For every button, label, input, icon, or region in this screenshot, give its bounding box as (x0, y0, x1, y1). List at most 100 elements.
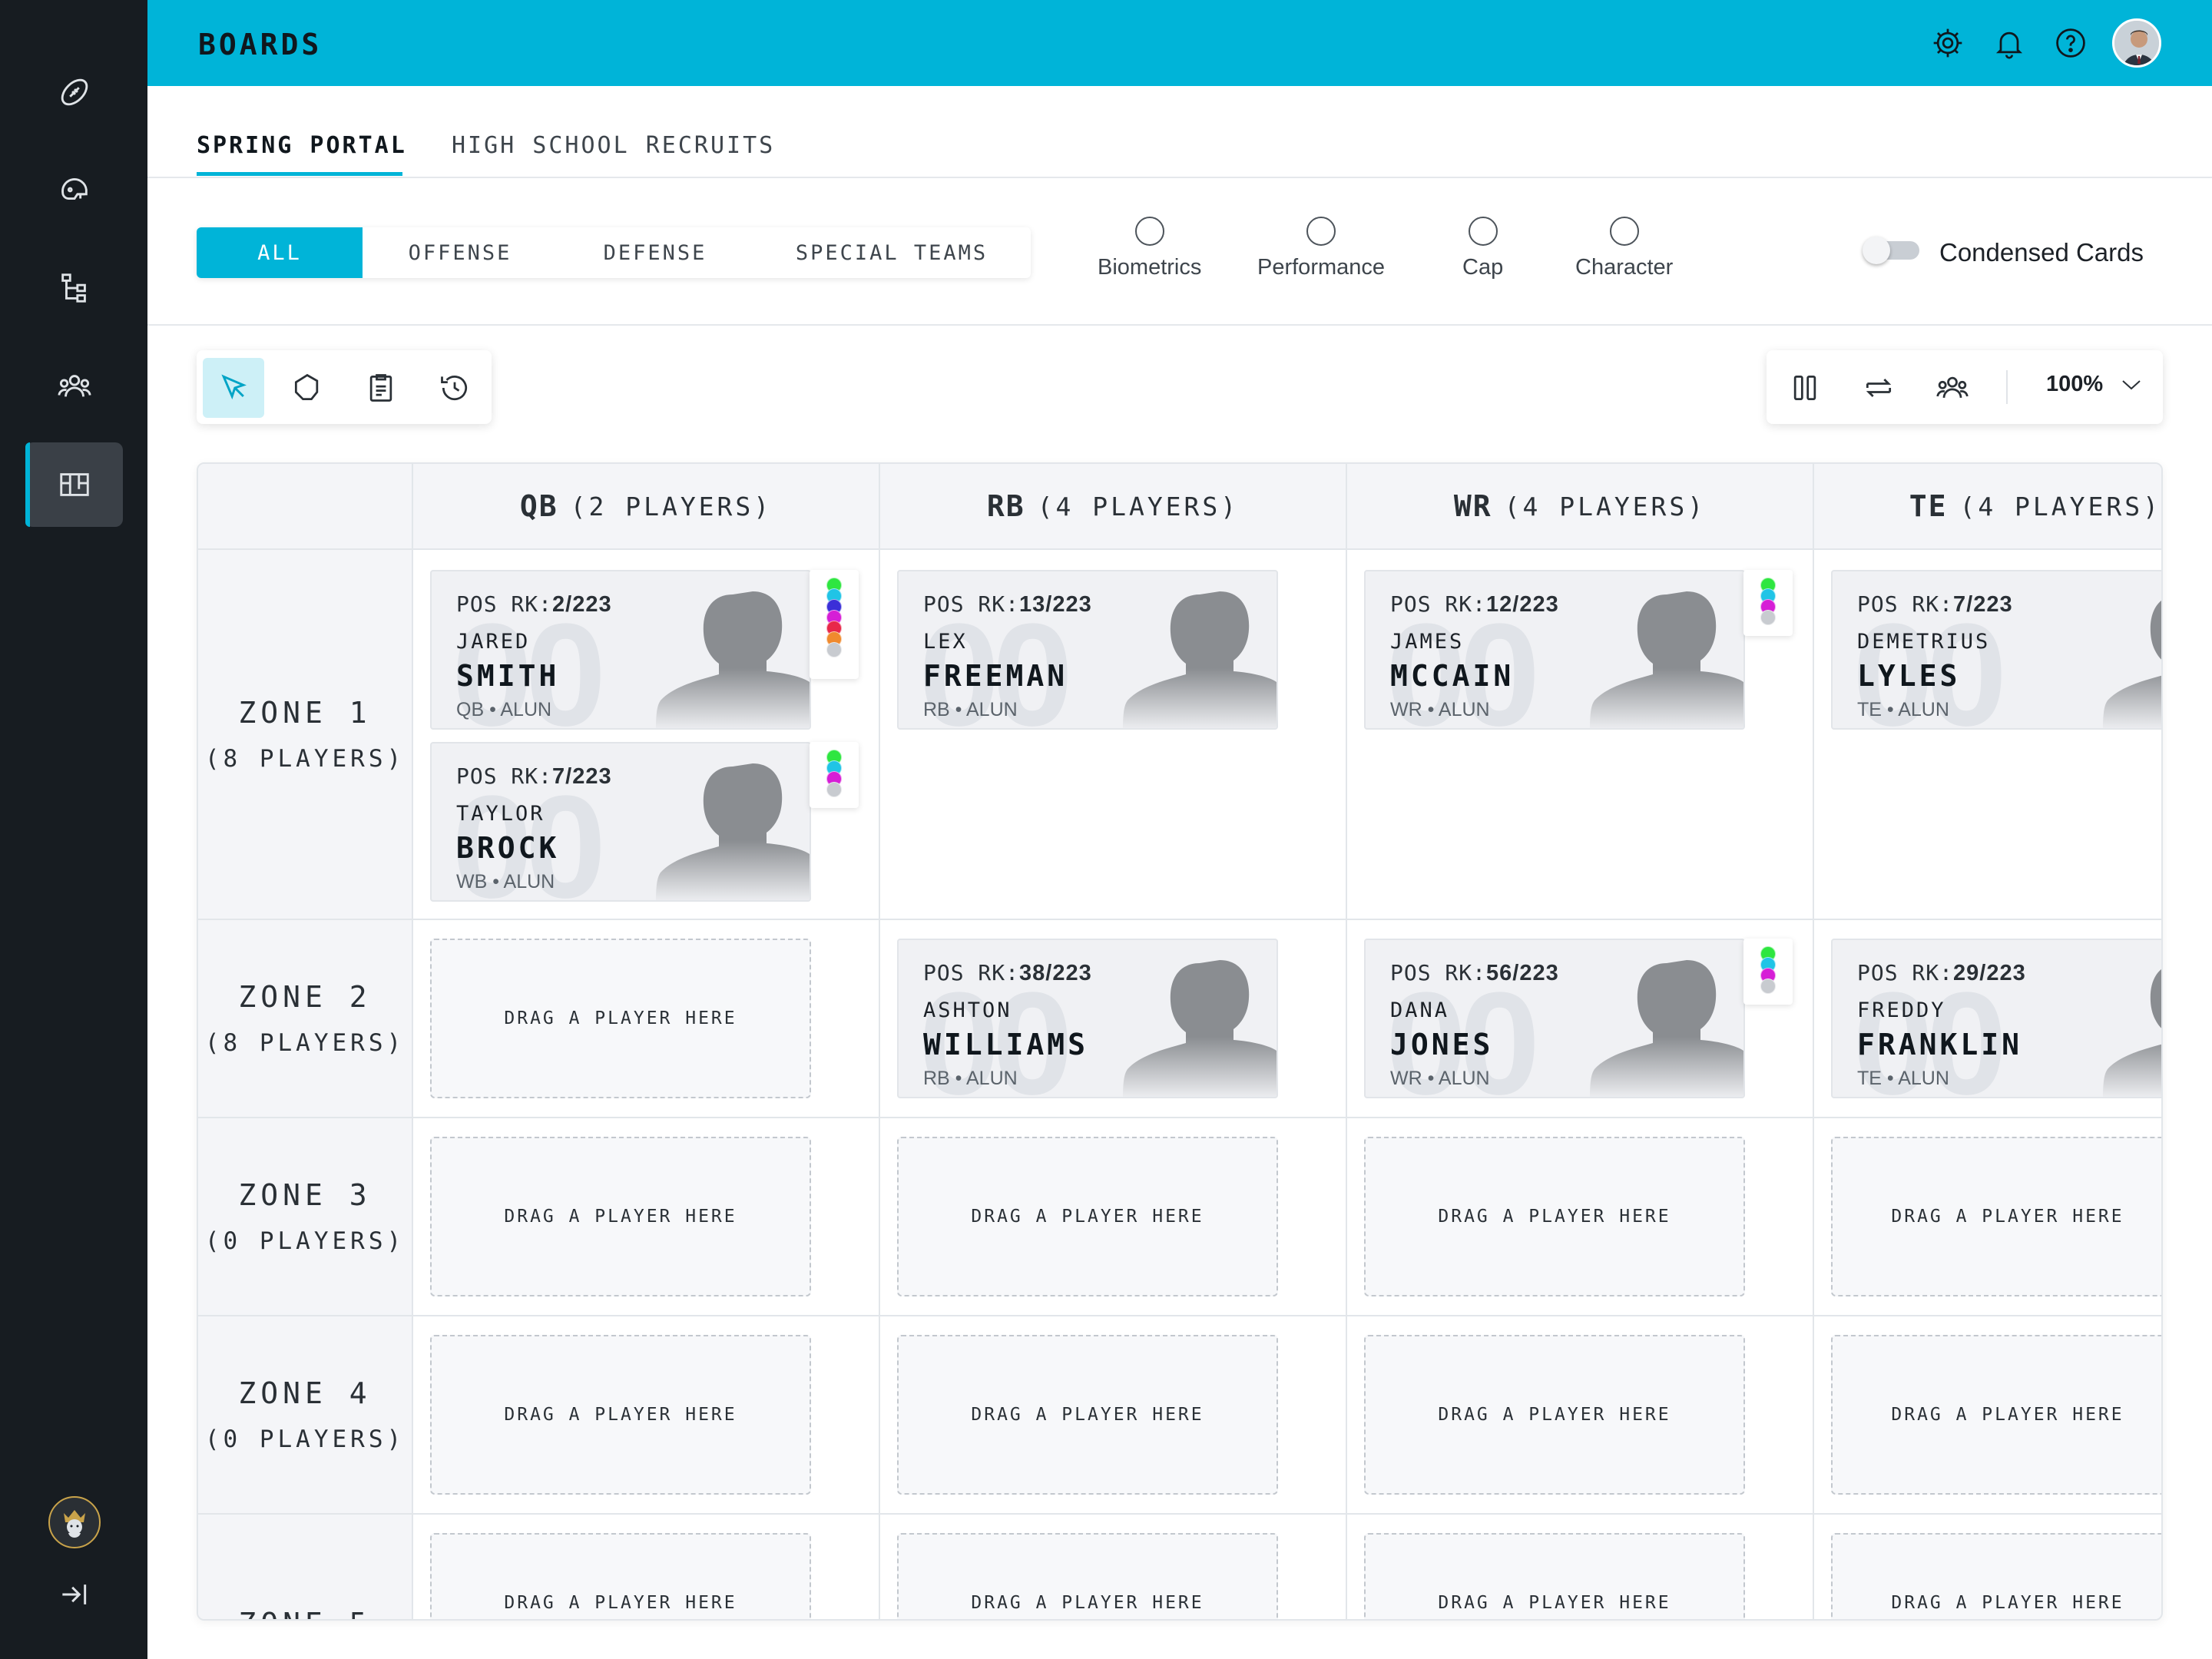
radio-performance[interactable]: Performance (1257, 217, 1385, 280)
history-icon[interactable] (424, 358, 485, 418)
board-cell (880, 1316, 1347, 1515)
tab-spring-portal[interactable]: SPRING PORTAL (197, 132, 407, 159)
user-avatar[interactable] (2112, 18, 2161, 68)
tab-high-school-recruits[interactable]: HIGH SCHOOL RECRUITS (452, 132, 776, 159)
radio-label: Biometrics (1098, 255, 1202, 280)
radio-label: Cap (1462, 255, 1504, 280)
player-card[interactable]: 00 POS RK:29/223 FREDDY FRANKLIN TE • AL… (1831, 939, 2161, 1098)
drop-zone[interactable]: DRAG A PLAYER HERE (430, 1533, 811, 1619)
drop-zone[interactable]: DRAG A PLAYER HERE (1831, 1137, 2161, 1296)
player-tags[interactable] (1743, 570, 1793, 636)
drop-zone[interactable]: DRAG A PLAYER HERE (1831, 1335, 2161, 1495)
radio-circle[interactable] (1306, 217, 1336, 246)
player-first-name: ASHTON (923, 998, 1012, 1022)
drop-zone[interactable]: DRAG A PLAYER HERE (1364, 1335, 1745, 1495)
football-icon[interactable] (25, 50, 123, 134)
player-last-name: JONES (1390, 1028, 1494, 1061)
player-tags[interactable] (810, 742, 859, 808)
boards-icon[interactable] (25, 442, 123, 527)
radio-biometrics[interactable]: Biometrics (1098, 217, 1201, 280)
radio-cap[interactable]: Cap (1462, 217, 1503, 280)
drop-zone[interactable]: DRAG A PLAYER HERE (897, 1335, 1278, 1495)
board-cell (1814, 1316, 2161, 1515)
jersey-number-watermark: 00 (919, 962, 1073, 1098)
chevron-down-icon[interactable] (2121, 378, 2141, 392)
drop-zone[interactable]: DRAG A PLAYER HERE (1364, 1137, 1745, 1296)
drop-zone[interactable]: DRAG A PLAYER HERE (1831, 1533, 2161, 1619)
settings-gear-icon[interactable] (1931, 26, 1965, 60)
player-silhouette-icon (656, 591, 810, 728)
column-count: (4 PLAYERS) (1504, 491, 1707, 522)
segment-all[interactable]: ALL (197, 227, 363, 278)
radio-label: Performance (1257, 255, 1386, 280)
segment-defense[interactable]: DEFENSE (603, 240, 707, 265)
segment-special-teams[interactable]: SPECIAL TEAMS (795, 240, 988, 265)
zone-title: ZONE 2 (238, 980, 372, 1014)
player-card[interactable]: 00 POS RK:7/223 TAYLOR BROCK WB • ALUN (430, 742, 811, 902)
player-card[interactable]: 00 POS RK:2/223 JARED SMITH QB • ALUN (430, 570, 811, 730)
player-position-meta: RB • ALUN (923, 699, 1018, 720)
player-card[interactable]: 00 POS RK:13/223 LEX FREEMAN RB • ALUN (897, 570, 1278, 730)
rank-value: 38/223 (1019, 961, 1092, 985)
helmet-icon[interactable] (25, 147, 123, 232)
select-cursor-icon[interactable] (203, 358, 264, 418)
board-cell (413, 1316, 880, 1515)
player-last-name: FREEMAN (923, 659, 1068, 693)
drop-zone[interactable]: DRAG A PLAYER HERE (1364, 1533, 1745, 1619)
player-first-name: JAMES (1390, 630, 1465, 654)
drop-zone[interactable]: DRAG A PLAYER HERE (897, 1533, 1278, 1619)
zone-title: ZONE 3 (238, 1178, 372, 1212)
player-last-name: BROCK (456, 831, 560, 865)
hierarchy-icon[interactable] (25, 246, 123, 330)
tag-dot (826, 642, 842, 657)
board-cell (1814, 550, 2161, 920)
rank-value: 2/223 (552, 592, 612, 617)
help-icon[interactable] (2054, 26, 2088, 60)
team-icon[interactable] (25, 344, 123, 429)
player-first-name: JARED (456, 630, 531, 654)
radio-circle[interactable] (1134, 217, 1164, 246)
team-logo (48, 1496, 101, 1548)
radio-circle[interactable] (1609, 217, 1639, 246)
radio-character[interactable]: Character (1575, 217, 1673, 280)
condensed-cards-toggle[interactable] (1863, 237, 1921, 264)
player-card[interactable]: 00 POS RK:12/223 JAMES MCCAIN WR • ALUN (1364, 570, 1745, 730)
columns-icon[interactable] (1774, 358, 1836, 418)
position-rank: POS RK:56/223 (1390, 960, 1559, 986)
zoom-level[interactable]: 100% (2046, 372, 2104, 396)
board-cell (1347, 1118, 1814, 1316)
rank-label: POS RK: (923, 591, 1020, 617)
rank-label: POS RK: (456, 591, 553, 617)
board-cell (413, 1118, 880, 1316)
player-card[interactable]: 00 POS RK:56/223 DANA JONES WR • ALUN (1364, 939, 1745, 1098)
swap-arrows-icon[interactable] (1848, 358, 1909, 418)
condensed-cards-label: Condensed Cards (1939, 238, 2144, 267)
zone-header: ZONE 2 (8 PLAYERS) (198, 920, 413, 1118)
player-position-meta: TE • ALUN (1857, 1068, 1949, 1089)
zone-title: ZONE 5 (238, 1607, 371, 1619)
lasso-shape-icon[interactable] (276, 358, 338, 418)
drop-zone[interactable]: DRAG A PLAYER HERE (430, 939, 811, 1098)
player-tags[interactable] (810, 570, 859, 679)
jersey-number-watermark: 00 (1386, 594, 1540, 730)
group-users-icon[interactable] (1922, 358, 1983, 418)
column-position: RB (986, 489, 1025, 523)
rank-label: POS RK: (1390, 591, 1487, 617)
drop-zone[interactable]: DRAG A PLAYER HERE (897, 1137, 1278, 1296)
clipboard-notes-icon[interactable] (350, 358, 412, 418)
filter-bar: ALL OFFENSE DEFENSE SPECIAL TEAMS Biomet… (147, 178, 2212, 326)
drop-zone[interactable]: DRAG A PLAYER HERE (430, 1335, 811, 1495)
player-position-meta: RB • ALUN (923, 1068, 1018, 1089)
collapse-sidebar-icon[interactable] (57, 1578, 91, 1611)
player-card[interactable]: 00 POS RK:7/223 DEMETRIUS LYLES TE • ALU… (1831, 570, 2161, 730)
radio-circle[interactable] (1468, 217, 1498, 246)
drop-zone[interactable]: DRAG A PLAYER HERE (430, 1137, 811, 1296)
segment-offense[interactable]: OFFENSE (408, 240, 512, 265)
position-rank: POS RK:12/223 (1390, 591, 1559, 618)
player-card[interactable]: 00 POS RK:38/223 ASHTON WILLIAMS RB • AL… (897, 939, 1278, 1098)
zone-header: ZONE 4 (0 PLAYERS) (198, 1316, 413, 1515)
zone-title: ZONE 1 (238, 696, 372, 730)
notifications-bell-icon[interactable] (1992, 26, 2026, 60)
player-position-meta: WR • ALUN (1390, 1068, 1490, 1089)
player-tags[interactable] (1743, 939, 1793, 1005)
